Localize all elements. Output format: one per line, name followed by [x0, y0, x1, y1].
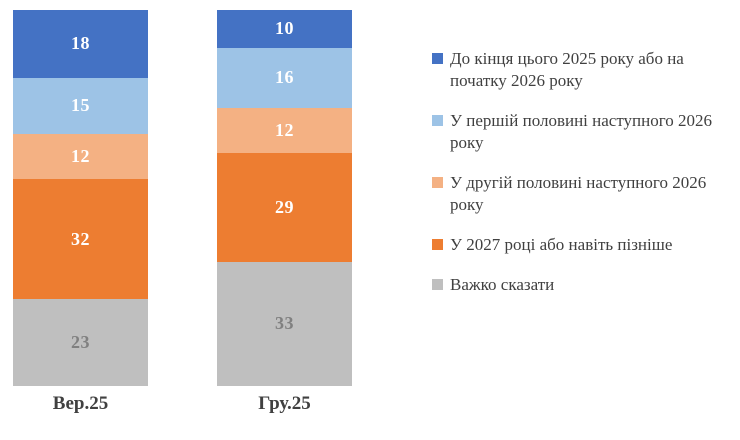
legend-swatch-icon: [432, 115, 443, 126]
legend-swatch-icon: [432, 279, 443, 290]
bar-segment: 29: [217, 152, 352, 262]
legend-item: У другій половині наступного 2026 року: [432, 172, 730, 216]
legend-swatch-icon: [432, 239, 443, 250]
category-label: Вер.25: [52, 393, 109, 414]
legend-label: У другій половині наступного 2026 року: [450, 173, 707, 214]
segment-value-label: 12: [71, 146, 90, 167]
legend-label: Важко сказати: [450, 275, 555, 294]
bar-segment: 10: [217, 10, 352, 48]
segment-value-label: 12: [275, 119, 294, 140]
legend-label: У першій половині наступного 2026 року: [450, 111, 713, 152]
bar-segment: 16: [217, 47, 352, 108]
legend-swatch-icon: [432, 53, 443, 64]
bar-segment: 18: [13, 10, 148, 78]
legend-item: Важко сказати: [432, 274, 730, 296]
legend-item: У 2027 році або навіть пізніше: [432, 234, 730, 256]
segment-value-label: 18: [71, 33, 90, 54]
bar-segment: 32: [13, 179, 148, 300]
legend-swatch-icon: [432, 177, 443, 188]
segment-value-label: 32: [71, 228, 90, 249]
stacked-bar: 18 15 12 32 23: [13, 10, 148, 386]
segment-value-label: 33: [275, 313, 294, 334]
stacked-bar: 10 16 12 29 33: [217, 10, 352, 386]
segment-value-label: 16: [275, 67, 294, 88]
category-label: Гру.25: [258, 393, 311, 414]
segment-value-label: 10: [275, 18, 294, 39]
legend-item: До кінця цього 2025 року або на початку …: [432, 48, 730, 92]
plot-area: 18 15 12 32 23 Вер.25 10 16 12 29 33 Гру.25: [13, 10, 352, 414]
segment-value-label: 29: [275, 196, 294, 217]
bar-segment: 23: [13, 299, 148, 386]
bar-segment: 15: [13, 77, 148, 135]
legend-label: До кінця цього 2025 року або на початку …: [450, 49, 684, 90]
bar-segment: 12: [13, 134, 148, 180]
bar-segment: 12: [217, 107, 352, 153]
segment-value-label: 15: [71, 95, 90, 116]
bar-segment: 33: [217, 261, 352, 386]
segment-value-label: 23: [71, 332, 90, 353]
legend-label: У 2027 році або навіть пізніше: [450, 235, 673, 254]
legend-item: У першій половині наступного 2026 року: [432, 110, 730, 154]
legend: До кінця цього 2025 року або на початку …: [432, 48, 730, 314]
